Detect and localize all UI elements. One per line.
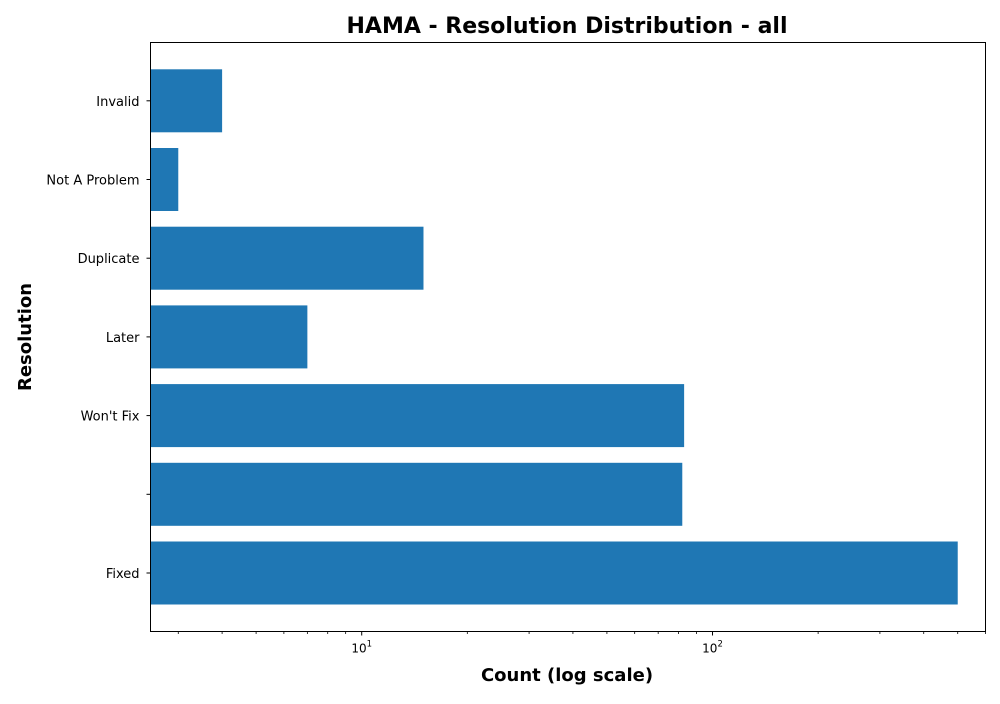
y-axis-ticks: Fixed Won't Fix Later Duplicate Not A Proble… (46, 95, 151, 582)
bars-group (150, 69, 958, 605)
y-tick-label: Invalid (96, 95, 139, 110)
x-tick-label: 102 (702, 640, 723, 656)
bar-later (150, 305, 308, 369)
x-tick-label: 101 (351, 640, 372, 656)
chart-title: HAMA - Resolution Distribution - all (347, 14, 788, 39)
plot-area-frame (150, 42, 986, 632)
y-tick-label: Not A Problem (46, 174, 139, 189)
y-tick-label: Fixed (106, 567, 140, 582)
y-tick-label: Won't Fix (81, 410, 140, 425)
bar-fixed (150, 541, 958, 605)
bar-not-a-problem (150, 148, 179, 211)
x-axis-ticks: 101 102 (177, 631, 986, 656)
bar-won-t-fix (150, 384, 685, 448)
bar-invalid (150, 69, 223, 133)
y-axis-label: Resolution (15, 283, 36, 391)
bar-duplicate (150, 226, 424, 290)
y-tick-label: Duplicate (78, 252, 140, 267)
y-tick-label: Later (106, 331, 140, 346)
x-axis-label: Count (log scale) (481, 665, 653, 686)
bar-unlabeled (150, 462, 683, 526)
